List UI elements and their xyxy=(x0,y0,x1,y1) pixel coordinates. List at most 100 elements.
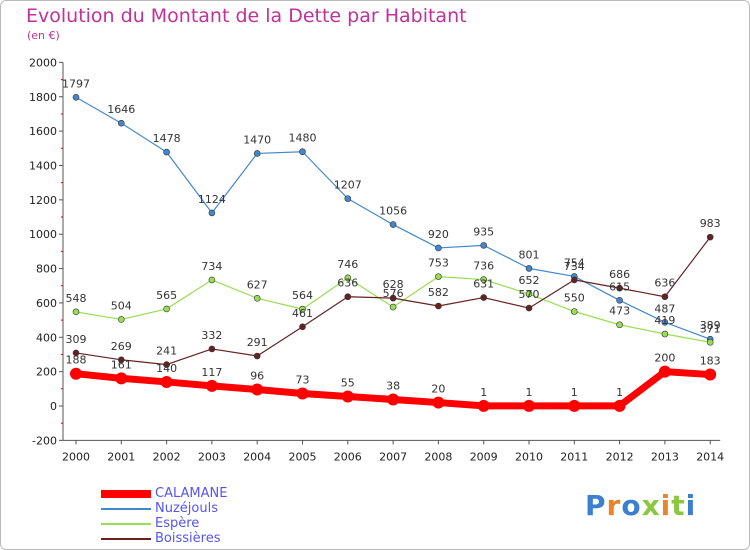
data-label: 55 xyxy=(341,377,355,390)
data-label: 548 xyxy=(66,292,87,305)
data-label: 1 xyxy=(526,386,533,399)
data-point xyxy=(525,290,533,298)
data-point xyxy=(525,265,533,272)
data-point xyxy=(344,274,352,282)
x-tick-label: 2002 xyxy=(153,450,181,463)
data-point xyxy=(661,330,669,338)
logo-letter: i xyxy=(685,489,697,522)
data-label: 1056 xyxy=(379,205,407,218)
x-tick-label: 2010 xyxy=(515,450,543,463)
data-label: 1207 xyxy=(334,179,362,192)
data-label: 1 xyxy=(616,386,623,399)
data-label: 504 xyxy=(111,299,132,312)
x-tick-label: 2003 xyxy=(198,450,226,463)
data-point xyxy=(661,319,669,326)
data-label: 686 xyxy=(609,268,630,281)
data-point xyxy=(704,368,717,381)
x-tick-label: 2006 xyxy=(334,450,362,463)
data-point xyxy=(115,372,128,385)
data-label: 38 xyxy=(386,379,400,392)
x-tick-label: 2007 xyxy=(379,450,407,463)
y-tick-label: 1400 xyxy=(29,159,57,172)
data-point xyxy=(208,276,216,284)
data-point xyxy=(163,148,170,156)
data-label: 565 xyxy=(156,289,177,302)
data-label: 1470 xyxy=(243,133,271,146)
data-point xyxy=(706,233,714,241)
data-label: 1646 xyxy=(107,103,135,116)
data-label: 576 xyxy=(383,287,404,300)
data-label: 627 xyxy=(247,278,268,291)
data-label: 461 xyxy=(292,307,313,320)
data-point xyxy=(344,195,352,202)
data-point xyxy=(118,316,125,323)
data-label: 636 xyxy=(654,277,675,290)
data-label: 1 xyxy=(571,386,578,399)
data-label: 291 xyxy=(247,336,268,349)
data-point xyxy=(570,276,578,284)
data-label: 96 xyxy=(250,370,264,383)
data-label: 140 xyxy=(156,362,177,375)
data-point xyxy=(251,383,264,396)
legend-label: Espère xyxy=(155,516,200,531)
data-label: 570 xyxy=(519,288,540,301)
data-point xyxy=(296,387,309,400)
data-point xyxy=(568,399,581,412)
data-point xyxy=(480,294,488,301)
y-tick-label: 2000 xyxy=(29,56,57,69)
y-tick-label: 1600 xyxy=(29,125,57,138)
data-label: 652 xyxy=(519,274,540,287)
x-tick-label: 2005 xyxy=(289,450,317,463)
data-label: 332 xyxy=(201,329,222,342)
x-tick-label: 2013 xyxy=(651,450,679,463)
data-point xyxy=(299,323,306,331)
data-label: 188 xyxy=(66,354,87,367)
data-point xyxy=(341,390,354,403)
data-point xyxy=(613,399,626,412)
data-label: 983 xyxy=(700,217,721,230)
data-label: 753 xyxy=(428,257,449,270)
legend-swatch xyxy=(101,490,151,498)
data-point xyxy=(72,93,80,101)
data-point xyxy=(163,305,170,313)
proxiti-logo: Proxiti xyxy=(585,489,696,522)
data-label: 117 xyxy=(201,366,222,379)
data-label: 920 xyxy=(428,228,449,241)
legend-label: Boissières xyxy=(155,531,221,546)
data-label: 1480 xyxy=(289,132,317,145)
x-tick-label: 2012 xyxy=(606,450,634,463)
data-point xyxy=(389,221,397,228)
data-point xyxy=(435,273,442,280)
legend-swatch xyxy=(101,523,151,525)
logo-letter: o xyxy=(621,489,642,522)
chart-title: Evolution du Montant de la Dette par Hab… xyxy=(26,5,467,27)
data-label: 734 xyxy=(201,260,222,273)
data-point xyxy=(570,308,578,315)
data-point xyxy=(706,338,714,346)
x-tick-label: 2004 xyxy=(243,450,271,463)
data-label: 473 xyxy=(609,305,630,318)
data-label: 1478 xyxy=(153,132,181,145)
legend-label: Nuzéjouls xyxy=(155,501,218,516)
data-point xyxy=(435,244,442,252)
data-label: 754 xyxy=(564,256,585,269)
data-label: 161 xyxy=(111,358,132,371)
data-point xyxy=(387,393,400,406)
x-tick-label: 2001 xyxy=(107,450,135,463)
logo-letter: r xyxy=(606,489,622,522)
y-tick-label: 400 xyxy=(36,331,57,344)
x-tick-label: 2000 xyxy=(62,450,90,463)
data-point xyxy=(299,305,306,313)
data-point xyxy=(208,345,216,353)
data-point xyxy=(480,276,488,283)
data-label: 631 xyxy=(473,278,494,291)
x-tick-label: 2009 xyxy=(470,450,498,463)
data-point xyxy=(118,119,125,127)
data-label: 1124 xyxy=(198,193,226,206)
data-point xyxy=(299,148,306,156)
y-tick-label: 200 xyxy=(36,366,57,379)
data-label: 582 xyxy=(428,286,449,299)
data-label: 1797 xyxy=(62,77,90,90)
data-point xyxy=(435,302,442,310)
